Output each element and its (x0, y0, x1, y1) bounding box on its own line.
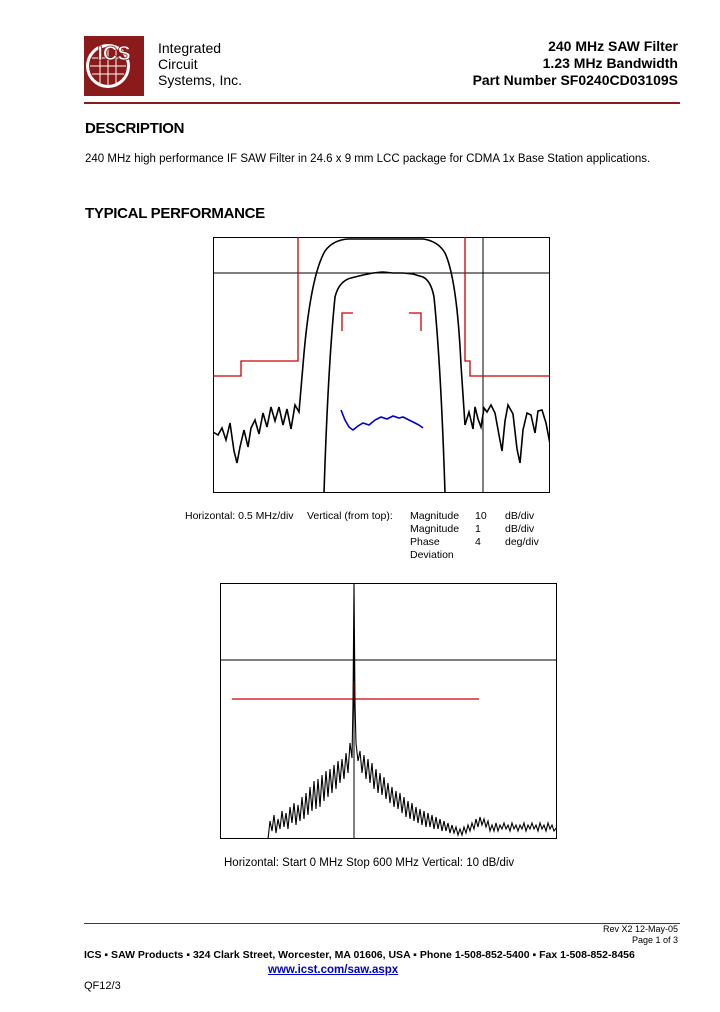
legend-row-unit: dB/div (505, 510, 535, 522)
performance-heading: TYPICAL PERFORMANCE (85, 205, 265, 222)
part-number: Part Number SF0240CD03109S (472, 72, 678, 88)
ics-logo-icon: ICS (84, 36, 144, 96)
form-code: QF12/3 (84, 980, 121, 992)
title-line: 240 MHz SAW Filter (548, 38, 678, 54)
passband-chart (212, 237, 551, 494)
company-line: Circuit (158, 56, 198, 72)
legend-row-value: 1 (475, 523, 481, 535)
footer-divider (84, 923, 680, 924)
company-line: Systems, Inc. (158, 72, 243, 88)
product-title: 240 MHz SAW Filter 1.23 MHz Bandwidth Pa… (473, 38, 678, 89)
company-line: Integrated (158, 40, 222, 56)
legend-row-unit: dB/div (505, 523, 535, 535)
legend-row-value: 10 (475, 510, 487, 522)
wideband-chart (220, 582, 558, 840)
company-name: Integrated Circuit Systems, Inc. (158, 40, 242, 88)
passband-chart-legend: Horizontal: 0.5 MHz/div Vertical (from t… (185, 510, 585, 565)
ics-logo: ICS (84, 36, 144, 96)
wideband-chart-legend: Horizontal: Start 0 MHz Stop 600 MHz Ver… (224, 857, 515, 869)
contact-address: ICS ▪ SAW Products ▪ 324 Clark Street, W… (84, 949, 635, 961)
page-number: Page 1 of 3 (631, 935, 678, 945)
header-divider (84, 102, 680, 104)
legend-row-name: Deviation (410, 549, 454, 561)
legend-row-name: Phase (410, 536, 440, 548)
legend-row-name: Magnitude (410, 523, 460, 535)
website-link[interactable]: www.icst.com/saw.aspx (268, 964, 399, 976)
legend-row-name: Magnitude (410, 510, 460, 522)
revision-info: Rev X2 12-May-05 Page 1 of 3 (603, 924, 678, 946)
description-text: 240 MHz high performance IF SAW Filter i… (85, 153, 651, 165)
revision: Rev X2 12-May-05 (602, 924, 678, 934)
svg-text:ICS: ICS (97, 43, 130, 65)
legend-row-unit: deg/div (505, 536, 539, 548)
legend-row-value: 4 (475, 536, 481, 548)
description-heading: DESCRIPTION (85, 120, 185, 137)
title-line: 1.23 MHz Bandwidth (542, 55, 678, 71)
horizontal-scale: Horizontal: 0.5 MHz/div (185, 510, 294, 522)
vertical-scale-label: Vertical (from top): (307, 510, 393, 522)
